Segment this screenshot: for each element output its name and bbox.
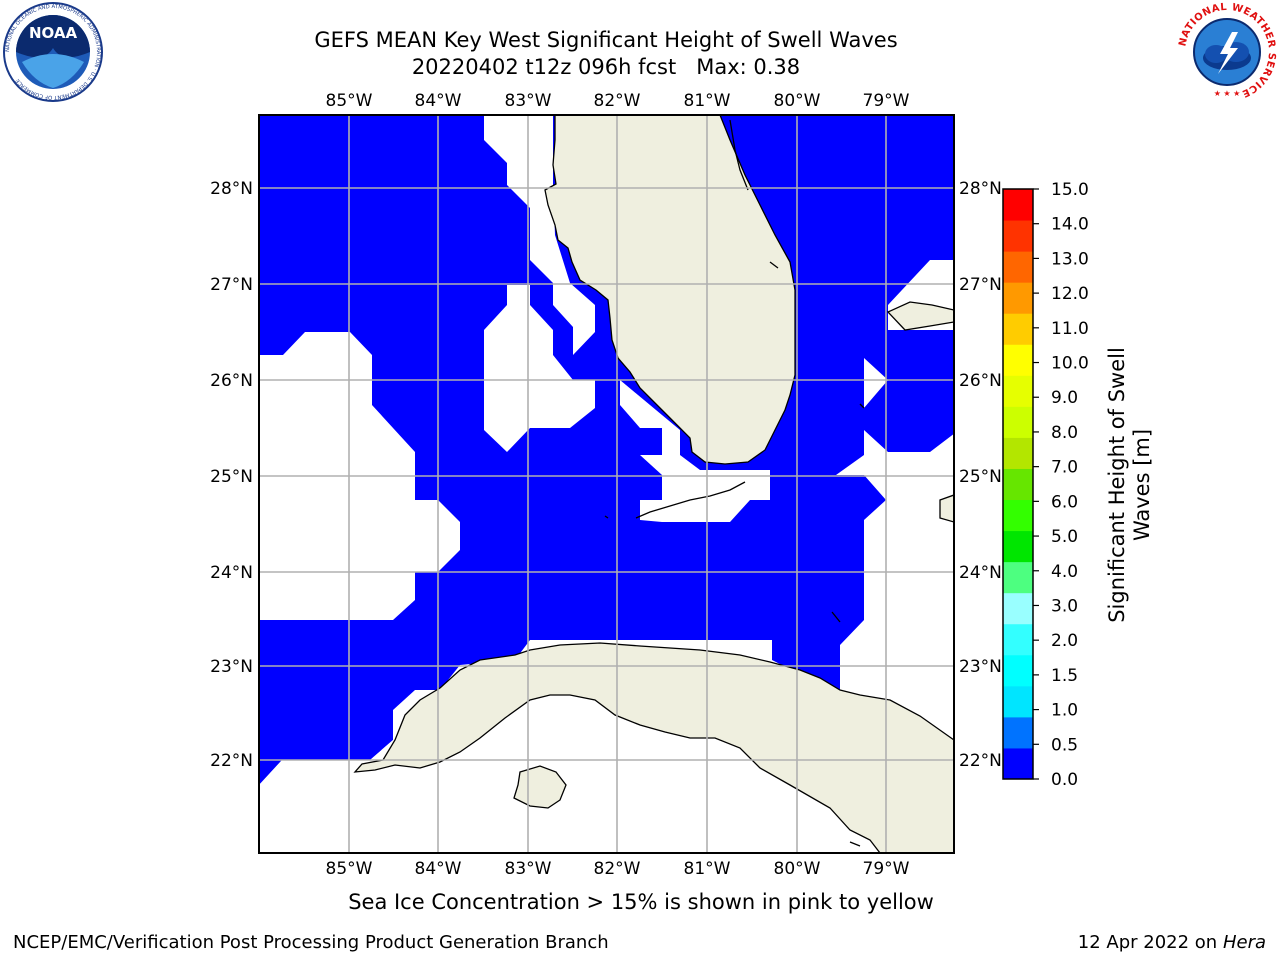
colorbar-tick-label: 3.0 bbox=[1051, 596, 1078, 616]
no-swell-keys bbox=[620, 380, 770, 522]
lat-label: 26°N bbox=[210, 371, 253, 391]
noaa-logo-text: NOAA bbox=[29, 24, 78, 42]
lon-label: 84°W bbox=[415, 91, 462, 111]
lat-label: 28°N bbox=[959, 179, 1002, 199]
sea-ice-note: Sea Ice Concentration > 15% is shown in … bbox=[348, 890, 934, 914]
lat-label: 23°N bbox=[210, 657, 253, 677]
colorbar-segment bbox=[1003, 499, 1033, 532]
colorbar-title: Significant Height of Swell Waves [m] bbox=[1105, 347, 1154, 623]
footer-date: 12 Apr 2022 on Hera bbox=[1077, 932, 1266, 953]
colorbar-segment bbox=[1003, 561, 1033, 594]
colorbar-tick-label: 4.0 bbox=[1051, 562, 1078, 582]
no-swell-central bbox=[484, 285, 595, 452]
lat-label: 27°N bbox=[210, 275, 253, 295]
colorbar-tick-label: 14.0 bbox=[1051, 215, 1089, 235]
colorbar-segment bbox=[1003, 716, 1033, 749]
bahamas-andros bbox=[886, 301, 954, 331]
colorbar-tick-label: 10.0 bbox=[1051, 354, 1089, 374]
lat-label: 27°N bbox=[959, 275, 1002, 295]
isla-de-la-juventud bbox=[513, 765, 567, 809]
colorbar-segment bbox=[1003, 437, 1033, 469]
colorbar-segment bbox=[1003, 313, 1033, 345]
lon-label: 82°W bbox=[594, 859, 641, 879]
lat-label: 23°N bbox=[959, 657, 1002, 677]
colorbar-segment bbox=[1003, 406, 1033, 438]
florida-peninsula bbox=[544, 115, 796, 465]
colorbar-segment bbox=[1003, 344, 1033, 376]
lat-label: 24°N bbox=[959, 563, 1002, 583]
bahamas-eleuthera bbox=[939, 494, 954, 523]
lon-label: 80°W bbox=[774, 91, 821, 111]
colorbar-tick-label: 8.0 bbox=[1051, 423, 1078, 443]
colorbar-segment bbox=[1003, 468, 1033, 501]
colorbar-segment bbox=[1003, 220, 1033, 252]
colorbar-segment bbox=[1003, 623, 1033, 656]
map-frame bbox=[258, 114, 955, 854]
small-islands bbox=[604, 119, 865, 847]
colorbar-tick-label: 15.0 bbox=[1051, 180, 1089, 200]
colorbar-tick-label: 9.0 bbox=[1051, 388, 1078, 408]
colorbar-tick-label: 13.0 bbox=[1051, 249, 1089, 269]
colorbar-title-line1: Significant Height of Swell bbox=[1105, 347, 1129, 623]
footer-machine: Hera bbox=[1222, 932, 1266, 953]
colorbar-tick-label: 1.5 bbox=[1051, 666, 1078, 686]
colorbar-tick-label: 2.0 bbox=[1051, 631, 1078, 651]
colorbar-segment bbox=[1003, 592, 1033, 625]
lon-labels-top: 85°W 84°W 83°W 82°W 81°W 80°W 79°W bbox=[326, 91, 910, 111]
colorbar-tick-label: 0.0 bbox=[1051, 770, 1078, 790]
map-area bbox=[259, 115, 954, 853]
lon-label: 85°W bbox=[326, 859, 373, 879]
title-line2: 20220402 t12z 096h fcst Max: 0.38 bbox=[411, 55, 801, 79]
lon-label: 83°W bbox=[505, 91, 552, 111]
colorbar-segment bbox=[1003, 189, 1033, 221]
lat-label: 25°N bbox=[210, 467, 253, 487]
footer-branch: NCEP/EMC/Verification Post Processing Pr… bbox=[13, 932, 609, 953]
lon-label: 83°W bbox=[505, 859, 552, 879]
lon-label: 84°W bbox=[415, 859, 462, 879]
colorbar-segment bbox=[1003, 282, 1033, 314]
colorbar-tick-label: 0.5 bbox=[1051, 735, 1078, 755]
colorbar-title-line2: Waves [m] bbox=[1130, 429, 1154, 541]
no-swell-south bbox=[259, 740, 886, 853]
lat-label: 24°N bbox=[210, 563, 253, 583]
colorbar-segment bbox=[1003, 654, 1033, 687]
colorbar-tick-label: 5.0 bbox=[1051, 527, 1078, 547]
florida-keys bbox=[635, 481, 746, 519]
noaa-logo: NOAA NATIONAL OCEANIC AND ATMOSPHERIC AD… bbox=[3, 2, 103, 102]
nws-logo: NATIONAL WEATHER SERVICE ★ ★ ★ bbox=[1177, 2, 1277, 100]
colorbar-frame bbox=[1002, 188, 1034, 780]
colorbar-tick-label: 7.0 bbox=[1051, 458, 1078, 478]
colorbar-segment bbox=[1003, 530, 1033, 563]
lat-labels-left: 28°N 27°N 26°N 25°N 24°N 23°N 22°N bbox=[210, 179, 253, 771]
graticule bbox=[259, 115, 954, 853]
lat-labels-right: 28°N 27°N 26°N 25°N 24°N 23°N 22°N bbox=[959, 179, 1002, 771]
lon-label: 80°W bbox=[774, 859, 821, 879]
colorbar-tick-label: 11.0 bbox=[1051, 319, 1089, 339]
lat-label: 26°N bbox=[959, 371, 1002, 391]
title-line1: GEFS MEAN Key West Significant Height of… bbox=[314, 28, 898, 52]
colorbar-tick-label: 1.0 bbox=[1051, 701, 1078, 721]
lon-label: 85°W bbox=[326, 91, 373, 111]
colorbar-segment bbox=[1003, 685, 1033, 718]
lon-label: 79°W bbox=[863, 859, 910, 879]
lon-label: 79°W bbox=[863, 91, 910, 111]
colorbar-segment bbox=[1003, 251, 1033, 283]
lon-label: 81°W bbox=[684, 859, 731, 879]
lon-label: 81°W bbox=[684, 91, 731, 111]
colorbar-segment bbox=[1003, 375, 1033, 407]
svg-text:★ ★ ★: ★ ★ ★ bbox=[1214, 89, 1241, 98]
lat-label: 28°N bbox=[210, 179, 253, 199]
colorbar: 0.0 0.5 1.0 1.5 2.0 3.0 4.0 5.0 6.0 7.0 8.0 9.0 10.0… bbox=[1002, 180, 1089, 790]
colorbar-segment bbox=[1003, 747, 1033, 780]
cuba bbox=[353, 642, 954, 853]
colorbar-tick-label: 6.0 bbox=[1051, 492, 1078, 512]
colorbar-tick-label: 12.0 bbox=[1051, 284, 1089, 304]
land bbox=[353, 115, 954, 853]
lat-label: 25°N bbox=[959, 467, 1002, 487]
lat-label: 22°N bbox=[210, 751, 253, 771]
lon-labels-bottom: 85°W 84°W 83°W 82°W 81°W 80°W 79°W bbox=[326, 859, 910, 879]
lat-label: 22°N bbox=[959, 751, 1002, 771]
lon-label: 82°W bbox=[594, 91, 641, 111]
